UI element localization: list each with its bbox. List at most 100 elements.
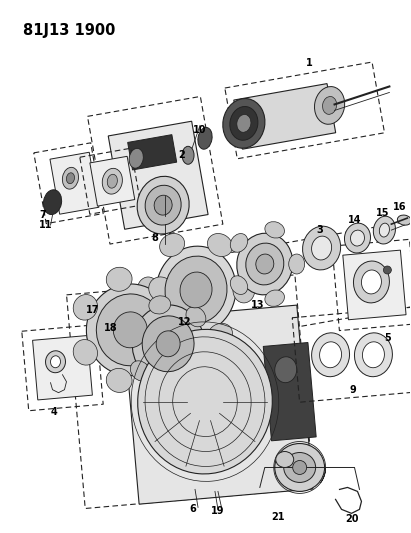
Text: 12: 12	[178, 317, 192, 327]
Ellipse shape	[208, 233, 233, 256]
Ellipse shape	[149, 358, 174, 383]
Ellipse shape	[383, 266, 391, 274]
Ellipse shape	[233, 277, 255, 303]
Text: 9: 9	[349, 385, 356, 394]
Text: 2: 2	[179, 150, 185, 160]
Ellipse shape	[145, 185, 181, 225]
Ellipse shape	[223, 99, 265, 148]
Polygon shape	[263, 343, 316, 441]
Polygon shape	[50, 152, 99, 214]
Ellipse shape	[86, 284, 174, 376]
Text: 16: 16	[393, 202, 406, 212]
Ellipse shape	[230, 107, 258, 140]
Ellipse shape	[165, 256, 227, 324]
Ellipse shape	[159, 233, 185, 256]
Ellipse shape	[149, 296, 171, 314]
Ellipse shape	[156, 331, 180, 357]
Ellipse shape	[237, 233, 293, 295]
Ellipse shape	[142, 316, 194, 372]
Text: 4: 4	[50, 407, 57, 417]
Ellipse shape	[265, 222, 284, 238]
Ellipse shape	[137, 176, 189, 234]
Ellipse shape	[182, 147, 194, 164]
Polygon shape	[32, 336, 92, 400]
Ellipse shape	[130, 361, 150, 381]
Ellipse shape	[320, 342, 342, 368]
Text: 17: 17	[85, 305, 99, 315]
Text: 13: 13	[251, 300, 265, 310]
Text: 21: 21	[271, 512, 284, 522]
Ellipse shape	[73, 340, 97, 365]
Text: 1: 1	[306, 58, 313, 68]
Text: 7: 7	[39, 210, 46, 220]
Ellipse shape	[354, 333, 393, 377]
Ellipse shape	[106, 267, 132, 292]
Ellipse shape	[106, 368, 132, 392]
Ellipse shape	[138, 329, 272, 474]
Ellipse shape	[323, 96, 337, 115]
Text: 15: 15	[376, 208, 389, 218]
Ellipse shape	[293, 461, 307, 474]
Text: 3: 3	[316, 225, 323, 235]
Ellipse shape	[107, 174, 118, 188]
Ellipse shape	[96, 294, 164, 366]
Ellipse shape	[186, 306, 206, 327]
Ellipse shape	[51, 356, 60, 368]
Ellipse shape	[132, 305, 204, 383]
Ellipse shape	[113, 312, 147, 348]
Ellipse shape	[397, 215, 411, 225]
Text: 20: 20	[345, 514, 358, 524]
Ellipse shape	[62, 167, 79, 189]
Ellipse shape	[265, 290, 284, 306]
Ellipse shape	[137, 277, 159, 303]
Ellipse shape	[237, 115, 251, 132]
Ellipse shape	[351, 230, 365, 246]
Polygon shape	[128, 135, 177, 170]
Ellipse shape	[373, 216, 395, 244]
Ellipse shape	[256, 254, 274, 274]
Ellipse shape	[353, 261, 389, 303]
Ellipse shape	[302, 226, 341, 270]
Ellipse shape	[312, 333, 349, 377]
Text: 11: 11	[39, 220, 52, 230]
Ellipse shape	[129, 148, 143, 168]
Ellipse shape	[314, 86, 345, 124]
Ellipse shape	[149, 277, 174, 302]
Text: 8: 8	[152, 233, 159, 243]
Ellipse shape	[289, 254, 305, 274]
Text: 14: 14	[348, 215, 361, 225]
Ellipse shape	[275, 357, 297, 383]
Ellipse shape	[363, 342, 384, 368]
Ellipse shape	[154, 195, 172, 215]
Ellipse shape	[180, 272, 212, 308]
Polygon shape	[234, 84, 336, 149]
Ellipse shape	[67, 173, 74, 184]
Ellipse shape	[361, 270, 381, 294]
Ellipse shape	[168, 317, 192, 343]
Ellipse shape	[284, 453, 316, 482]
Text: 10: 10	[193, 125, 207, 135]
Ellipse shape	[230, 233, 248, 252]
Ellipse shape	[344, 223, 370, 253]
Ellipse shape	[276, 451, 294, 467]
Polygon shape	[123, 305, 313, 504]
Text: 5: 5	[384, 333, 391, 343]
Ellipse shape	[275, 443, 325, 491]
Ellipse shape	[195, 345, 213, 366]
Ellipse shape	[166, 374, 187, 392]
Ellipse shape	[312, 236, 332, 260]
Ellipse shape	[123, 321, 141, 343]
Ellipse shape	[44, 190, 62, 215]
Ellipse shape	[156, 246, 236, 334]
Ellipse shape	[102, 168, 122, 194]
Ellipse shape	[379, 223, 390, 237]
Ellipse shape	[73, 295, 97, 320]
Ellipse shape	[230, 276, 248, 294]
Text: 19: 19	[211, 506, 225, 516]
Text: 81J13 1900: 81J13 1900	[23, 22, 115, 38]
Ellipse shape	[208, 324, 233, 346]
Text: 18: 18	[104, 323, 117, 333]
Text: 6: 6	[189, 504, 196, 514]
Polygon shape	[343, 250, 406, 320]
Ellipse shape	[198, 127, 212, 149]
